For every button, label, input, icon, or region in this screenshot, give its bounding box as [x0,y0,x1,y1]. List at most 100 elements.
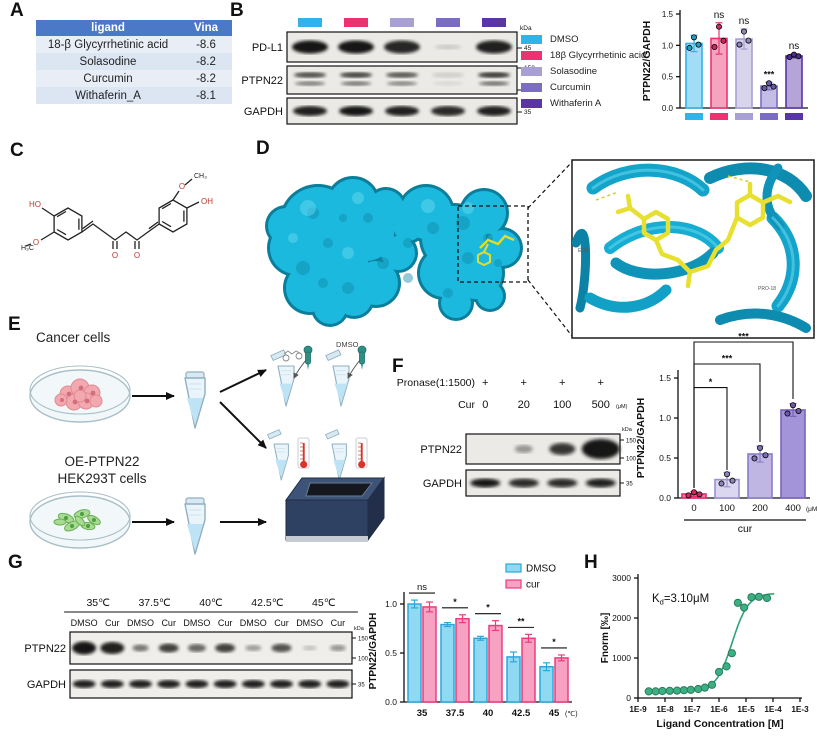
cancer-cells-label: Cancer cells [36,330,111,345]
o-label-right: O [179,182,185,191]
data-point [754,592,763,601]
protein-band [298,680,322,688]
data-point [751,455,758,462]
table-header: ligand [36,20,180,36]
treatment-legend: DMSO 18β Glycyrrhetinic acid Solasodine Cur… [521,34,661,114]
table-header: Vina [180,20,232,36]
panel-h-label: H [584,552,598,573]
protein-band [326,680,350,688]
protein-band [270,680,293,688]
h3c-label: H₃C [21,245,34,252]
data-point [691,34,698,41]
heated-tube-1 [267,429,289,481]
data-point [736,41,743,48]
y-tick-label: 1.0 [659,413,671,423]
table-cell: Solasodine [36,53,180,70]
significance-label: * [486,603,490,613]
data-point [757,445,764,452]
data-point [722,662,731,671]
protein-band [132,644,149,652]
kda-marker: 100 [358,657,369,663]
data-point [711,44,718,51]
protein-band [386,72,418,78]
x-axis-swatch [685,113,703,120]
protein-band [581,439,620,459]
data-point [745,37,752,44]
x-tick-label: 45 [549,708,560,719]
condition-label: Cur [274,618,289,628]
condition-label: Cur [218,618,233,628]
kda-label: kDa [354,626,365,632]
thermometer-icon [355,437,368,469]
o-label-left: O [33,238,39,247]
temperature-label: 40℃ [199,597,223,609]
y-tick-label: 1.0 [385,599,397,609]
fit-curve [648,592,775,692]
blot-row-label: GAPDH [423,478,462,490]
data-point [747,593,756,602]
petri-dish-cancer [29,365,131,423]
protein-band [157,680,181,688]
kda-label: kDa [520,25,532,32]
significance-label: ns [789,41,800,52]
dose-value: 100 [553,399,571,411]
workflow-diagram: Cancer cells DMSO [29,330,385,555]
protein-band [129,680,152,688]
heated-tube-2 [325,429,347,481]
bar [554,657,569,703]
protein-band [271,643,292,653]
protein-band [294,72,326,78]
dmso-mini-label: DMSO [336,340,359,349]
binding-site-ribbons [572,162,812,333]
x-axis-swatch [735,113,753,120]
hydrogen-bond-dashes [595,175,751,201]
bar [539,665,554,703]
y-tick-label: 0.0 [385,697,397,707]
blot-strip [286,65,518,95]
pipette-icon [357,345,367,371]
lane-color-swatch [482,18,506,27]
lane-color-swatch [390,18,414,27]
cur-label: Cur [458,399,475,411]
protein-band [245,645,262,651]
protein-band [213,680,237,688]
panel-f-label: F [392,356,404,377]
legend-swatch [521,99,542,108]
panel-c-label: C [10,140,24,161]
legend-label: Curcumin [550,82,591,93]
pipette-icon [303,345,313,371]
kda-label: kDa [622,427,633,433]
y-axis-label: Fnorm [‰] [600,613,611,664]
y-tick-label: 0.5 [659,453,671,463]
condition-label: DMSO [183,618,210,628]
significance-bracket [693,341,794,488]
protein-band [433,81,463,86]
data-point [741,28,748,35]
y-tick-label: 1.0 [662,41,674,50]
x-axis-swatch [760,113,778,120]
legend-swatch [521,51,542,60]
table-row: Solasodine -8.2 [36,53,232,70]
mst-instrument [285,476,385,542]
table-row: 18-β Glycyrrhetinic acid -8.6 [36,36,232,53]
ch3-label: CH₃ [194,173,207,180]
table-row: Withaferin_A -8.1 [36,87,232,104]
residue-label: PRO-18 [758,286,776,292]
western-blot-f: Pronase(1:1500) + + + + Cur 0 20 100 500 (μM) PTPN2… [397,377,637,497]
significance-label: ns [739,16,750,27]
condition-label: Cur [161,618,176,628]
significance-label: * [453,597,457,607]
data-point [739,603,749,612]
lysate-tube-2 [184,497,206,555]
unit-label: (μM) [616,404,628,410]
plus-sign: + [482,377,488,389]
legend-label: cur [526,580,541,591]
lysate-tube-1 [184,371,206,429]
significance-label: ns [714,10,725,21]
kda-marker: 100 [626,457,637,463]
legend-item: 18β Glycyrrhetinic acid [521,50,661,61]
carbonyl-o-1: O [112,251,118,260]
data-point [789,402,796,409]
legend-label: DMSO [550,34,579,45]
